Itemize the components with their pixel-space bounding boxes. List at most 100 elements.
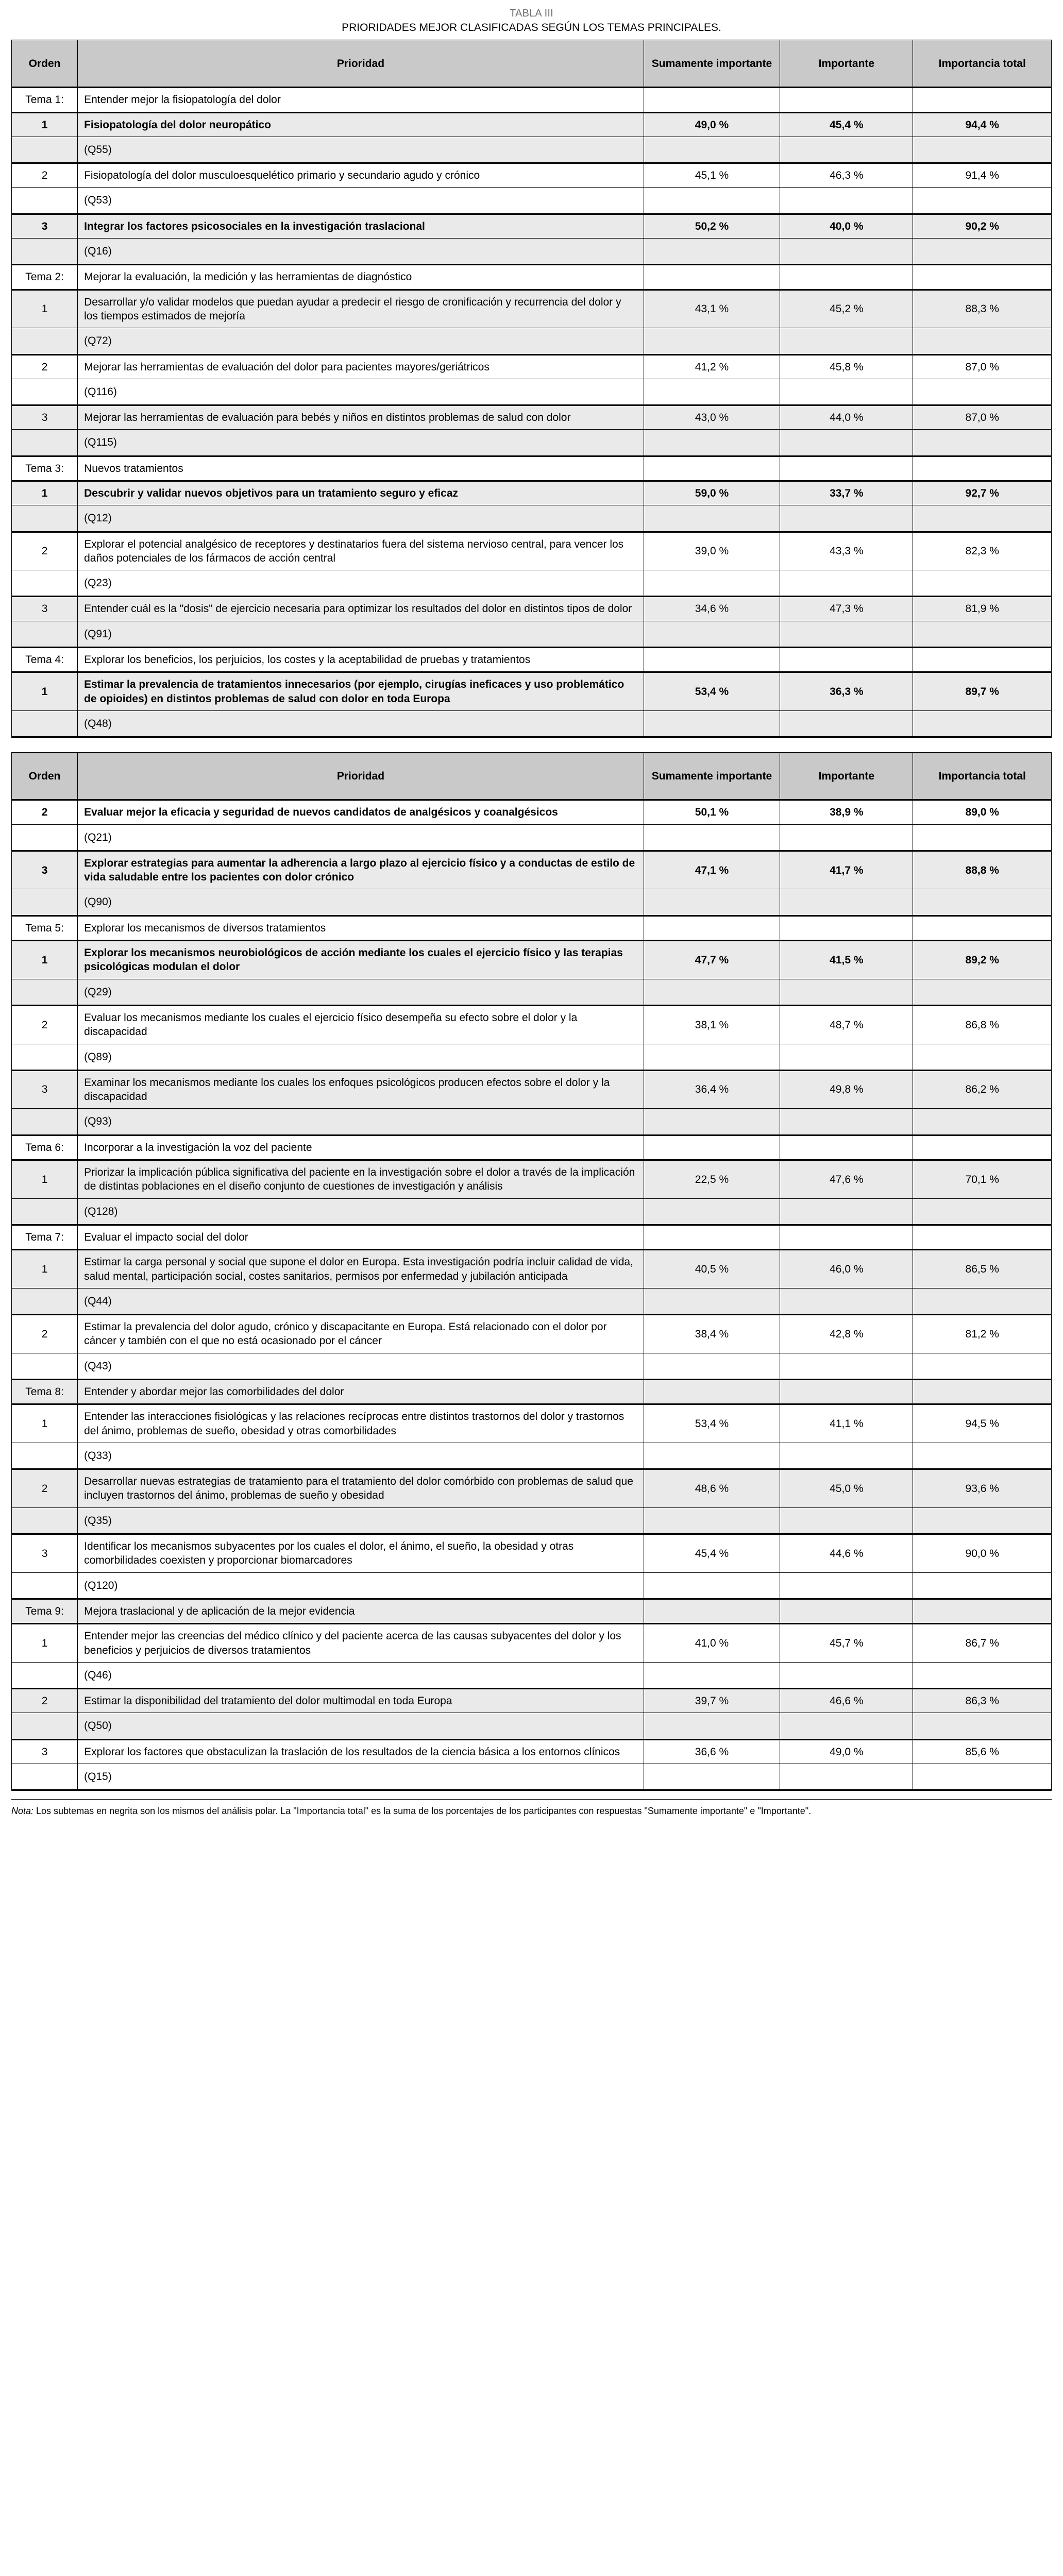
cell-importancia-total: 70,1 % bbox=[913, 1159, 1052, 1199]
priority-row: 3 Mejorar las herramientas de evaluación … bbox=[11, 404, 1052, 430]
cell-orden: 1 bbox=[11, 1249, 78, 1289]
cell-importancia-total: 92,7 % bbox=[913, 480, 1052, 506]
cell-prioridad: Identificar los mecanismos subyacentes p… bbox=[77, 1533, 644, 1573]
priority-row: 2 Evaluar los mecanismos mediante los cua… bbox=[11, 1004, 1052, 1044]
priority-row: 3 Explorar estrategias para aumentar la a… bbox=[11, 850, 1052, 890]
cell-importancia-total bbox=[913, 455, 1052, 482]
cell-sumamente-importante bbox=[643, 455, 781, 482]
column-header-orden: Orden bbox=[11, 752, 78, 801]
cell-importante bbox=[780, 710, 914, 738]
priority-row: 1 Desarrollar y/o validar modelos que pue… bbox=[11, 289, 1052, 329]
theme-row: Tema 7: Evaluar el impacto social del dol… bbox=[11, 1224, 1052, 1250]
cell-importancia-total bbox=[913, 136, 1052, 164]
cell-orden: 3 bbox=[11, 213, 78, 239]
cell-prioridad: Evaluar mejor la eficacia y seguridad de… bbox=[77, 799, 644, 825]
cell-question-code: (Q128) bbox=[77, 1198, 644, 1225]
cell-importante: 44,6 % bbox=[780, 1533, 914, 1573]
question-code-row: (Q53) bbox=[11, 187, 1052, 214]
cell-question-code: (Q23) bbox=[77, 570, 644, 597]
cell-importante: 45,8 % bbox=[780, 353, 914, 379]
question-code-row: (Q12) bbox=[11, 505, 1052, 532]
question-code-row: (Q72) bbox=[11, 328, 1052, 355]
cell-sumamente-importante bbox=[643, 889, 781, 916]
cell-importante: 41,1 % bbox=[780, 1403, 914, 1443]
cell-orden bbox=[11, 1043, 78, 1071]
priority-row: 1 Estimar la carga personal y social que … bbox=[11, 1249, 1052, 1289]
cell-orden bbox=[11, 824, 78, 851]
cell-orden: 2 bbox=[11, 1468, 78, 1508]
cell-importante bbox=[780, 136, 914, 164]
cell-question-code: (Q90) bbox=[77, 889, 644, 916]
cell-orden: 1 bbox=[11, 289, 78, 329]
cell-importancia-total: 94,4 % bbox=[913, 111, 1052, 137]
cell-prioridad: Explorar el potencial analgésico de rece… bbox=[77, 531, 644, 571]
cell-orden bbox=[11, 710, 78, 738]
cell-sumamente-importante: 59,0 % bbox=[643, 480, 781, 506]
cell-orden: 3 bbox=[11, 1069, 78, 1109]
cell-importante bbox=[780, 1764, 914, 1791]
theme-row: Tema 2: Mejorar la evaluación, la medició… bbox=[11, 264, 1052, 290]
question-code-row: (Q128) bbox=[11, 1198, 1052, 1225]
cell-sumamente-importante: 39,7 % bbox=[643, 1688, 781, 1714]
priority-row: 3 Entender cuál es la "dosis" de ejercici… bbox=[11, 596, 1052, 621]
cell-orden: 1 bbox=[11, 111, 78, 137]
cell-importancia-total bbox=[913, 429, 1052, 456]
cell-importante bbox=[780, 1507, 914, 1535]
cell-sumamente-importante: 36,6 % bbox=[643, 1738, 781, 1765]
cell-importancia-total: 85,6 % bbox=[913, 1738, 1052, 1765]
cell-question-code: (Q44) bbox=[77, 1287, 644, 1315]
cell-importancia-total bbox=[913, 1352, 1052, 1380]
cell-importante bbox=[780, 87, 914, 113]
cell-importancia-total: 90,0 % bbox=[913, 1533, 1052, 1573]
priority-row: 1 Priorizar la implicación pública signif… bbox=[11, 1159, 1052, 1199]
cell-importancia-total bbox=[913, 238, 1052, 265]
cell-importancia-total bbox=[913, 824, 1052, 851]
cell-question-code: (Q16) bbox=[77, 238, 644, 265]
cell-orden bbox=[11, 187, 78, 214]
cell-prioridad: Incorporar a la investigación la voz del… bbox=[77, 1134, 644, 1161]
cell-prioridad: Mejora traslacional y de aplicación de l… bbox=[77, 1598, 644, 1624]
cell-importante bbox=[780, 328, 914, 355]
cell-orden: 2 bbox=[11, 799, 78, 825]
cell-orden bbox=[11, 570, 78, 597]
column-header-sumamente-importante: Sumamente importante bbox=[643, 40, 781, 88]
priority-row: 3 Integrar los factores psicosociales en … bbox=[11, 213, 1052, 239]
cell-importancia-total: 88,3 % bbox=[913, 289, 1052, 329]
cell-question-code: (Q93) bbox=[77, 1108, 644, 1136]
priority-row: 2 Fisiopatología del dolor musculoesquelé… bbox=[11, 162, 1052, 188]
cell-orden: Tema 2: bbox=[11, 264, 78, 290]
cell-orden bbox=[11, 1442, 78, 1470]
cell-sumamente-importante bbox=[643, 914, 781, 941]
cell-importante: 46,0 % bbox=[780, 1249, 914, 1289]
cell-importancia-total bbox=[913, 328, 1052, 355]
cell-importante: 42,8 % bbox=[780, 1314, 914, 1353]
question-code-row: (Q23) bbox=[11, 570, 1052, 597]
cell-orden: 2 bbox=[11, 162, 78, 188]
cell-question-code: (Q91) bbox=[77, 620, 644, 648]
cell-sumamente-importante bbox=[643, 1598, 781, 1624]
cell-orden bbox=[11, 1507, 78, 1535]
cell-orden bbox=[11, 620, 78, 648]
cell-sumamente-importante: 53,4 % bbox=[643, 1403, 781, 1443]
cell-importante bbox=[780, 620, 914, 648]
cell-orden bbox=[11, 1713, 78, 1740]
cell-importante bbox=[780, 1713, 914, 1740]
cell-question-code: (Q48) bbox=[77, 710, 644, 738]
cell-importante: 41,7 % bbox=[780, 850, 914, 890]
cell-sumamente-importante bbox=[643, 429, 781, 456]
priority-row: 2 Mejorar las herramientas de evaluación … bbox=[11, 353, 1052, 379]
cell-importancia-total: 86,5 % bbox=[913, 1249, 1052, 1289]
cell-importancia-total bbox=[913, 87, 1052, 113]
cell-importante: 46,3 % bbox=[780, 162, 914, 188]
note-text: Los subtemas en negrita son los mismos d… bbox=[33, 1806, 812, 1817]
cell-importante bbox=[780, 1043, 914, 1071]
cell-importancia-total: 89,2 % bbox=[913, 940, 1052, 979]
cell-sumamente-importante: 41,0 % bbox=[643, 1623, 781, 1663]
cell-prioridad: Explorar los beneficios, los perjuicios,… bbox=[77, 647, 644, 673]
cell-prioridad: Estimar la prevalencia del dolor agudo, … bbox=[77, 1314, 644, 1353]
cell-prioridad: Nuevos tratamientos bbox=[77, 455, 644, 482]
cell-orden: 1 bbox=[11, 671, 78, 711]
cell-prioridad: Entender y abordar mejor las comorbilida… bbox=[77, 1378, 644, 1405]
cell-importante bbox=[780, 1442, 914, 1470]
cell-orden: 1 bbox=[11, 1623, 78, 1663]
